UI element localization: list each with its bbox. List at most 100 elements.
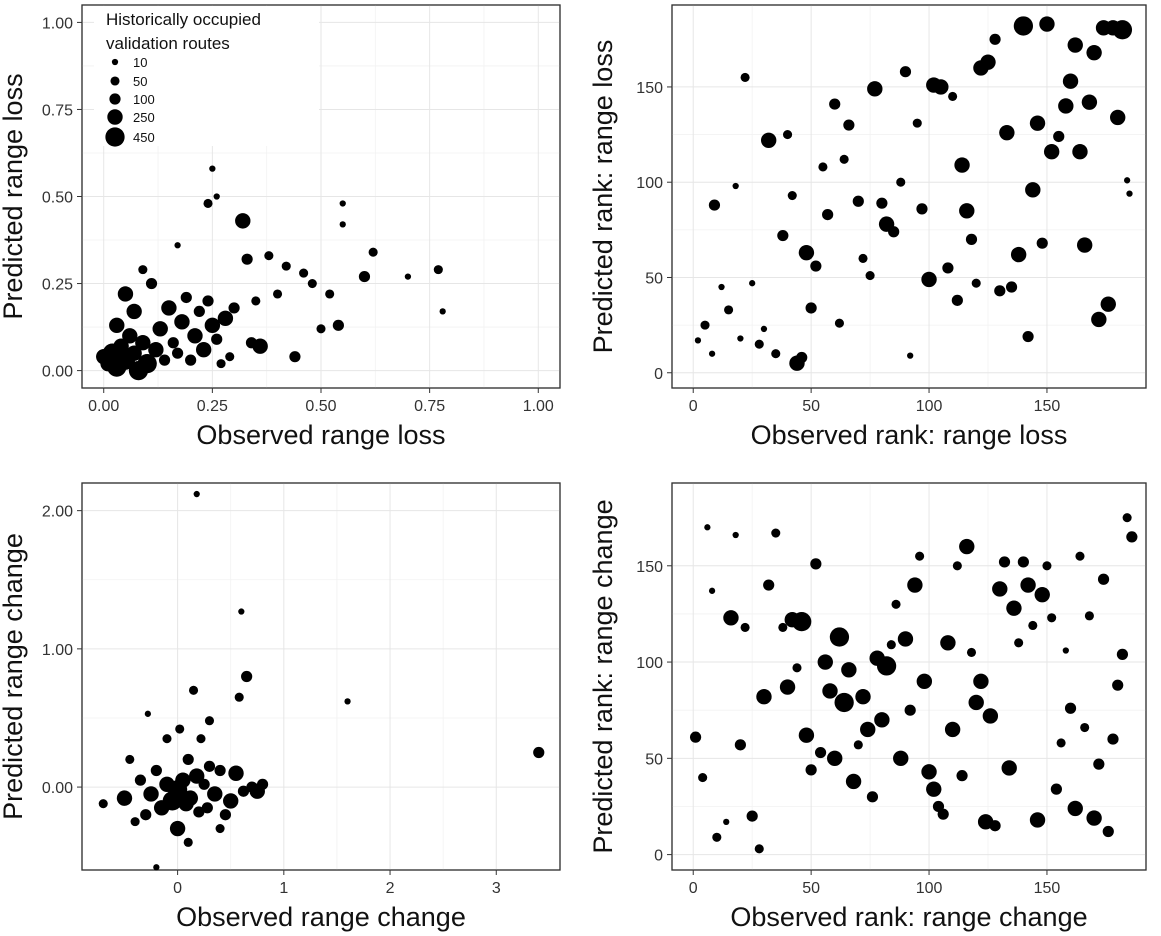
y-axis-title: Predicted range change [0,533,28,820]
data-point [325,289,335,299]
data-point [130,817,140,827]
data-point [787,191,797,201]
data-point [999,124,1015,141]
data-point [737,335,744,342]
data-point [841,662,857,678]
data-point [1064,702,1077,714]
data-point [818,162,828,172]
panel-border [671,482,1147,871]
legend-key [105,127,125,147]
y-axis-title: Predicted rank: range change [588,499,618,853]
data-point [201,802,213,814]
plot-area [671,4,1147,389]
y-tick-label: 1.00 [42,642,73,659]
data-point [989,820,1001,832]
data-point [189,768,205,784]
data-point [798,727,815,743]
data-point [1020,577,1036,593]
data-point [689,731,702,743]
legend-label: 100 [133,92,155,107]
data-point [940,635,956,651]
data-point [973,673,989,690]
data-point [998,556,1011,568]
data-point [193,490,200,498]
data-point [172,347,184,359]
data-point [433,265,443,275]
y-tick-label: 100 [636,175,663,192]
x-tick-label: 1.00 [523,398,554,415]
y-tick-label: 50 [645,751,663,768]
panel-3: 0 1 2 3 0.00 1.00 2.00 Observed range change Pre… [0,482,561,932]
data-point [723,818,730,826]
points [689,513,1138,854]
data-point [182,790,199,806]
data-point [193,806,205,818]
data-point [228,765,244,781]
legend-title-line1: Historically occupied [106,10,261,29]
data-point [843,119,855,131]
y-tick-label: 150 [636,80,663,97]
panel-4: 0 50 100 150 0 50 100 150 Observed rank: range c… [588,482,1147,932]
data-point [724,305,734,315]
data-point [1086,810,1102,826]
data-point [805,302,817,314]
data-point [1047,613,1057,623]
data-point [150,764,162,777]
data-point [1084,611,1094,621]
data-point [700,320,710,330]
data-point [760,132,777,148]
data-point [740,622,750,632]
data-point [708,199,721,211]
data-point [98,799,108,809]
legend-label: 450 [133,130,155,145]
data-point [196,734,206,744]
data-point [951,294,963,306]
data-point [926,781,942,797]
data-point [954,157,970,173]
data-point [876,656,897,676]
data-point [814,746,827,759]
data-point [1072,144,1088,160]
panel-2: 0 50 100 150 0 50 100 150 Observed rank: range l… [588,4,1147,450]
data-point [876,197,888,209]
data-point [143,786,159,802]
data-point [754,339,764,349]
data-point [1042,561,1052,571]
data-point [968,694,984,711]
data-point [228,302,240,314]
data-point [834,318,844,328]
data-point [994,285,1006,297]
data-point [860,721,876,738]
data-point [204,716,215,726]
data-point [712,832,722,842]
data-point [915,551,925,561]
data-point [1116,648,1129,660]
data-point [339,221,346,228]
x-axis-title: Observed range change [176,902,466,932]
data-point [874,712,890,728]
x-tick-label: 0 [173,880,182,897]
panel-border [81,482,561,871]
data-point [783,130,793,140]
data-point [216,359,226,369]
data-point [219,809,231,821]
data-point [140,809,152,821]
data-point [148,342,164,358]
data-point [204,317,221,334]
data-point [704,524,711,531]
data-point [1067,800,1083,817]
data-point [771,349,781,359]
data-point [921,271,937,288]
data-point [339,200,346,207]
x-tick-label: 150 [1034,398,1061,415]
data-point [845,773,862,790]
data-point [966,647,977,657]
data-point [907,577,923,593]
data-point [1093,758,1105,770]
data-point [853,740,863,750]
x-tick-label: 100 [916,880,943,897]
data-point [109,317,125,334]
data-point [126,303,142,320]
data-point [316,324,326,334]
data-point [1062,647,1069,654]
